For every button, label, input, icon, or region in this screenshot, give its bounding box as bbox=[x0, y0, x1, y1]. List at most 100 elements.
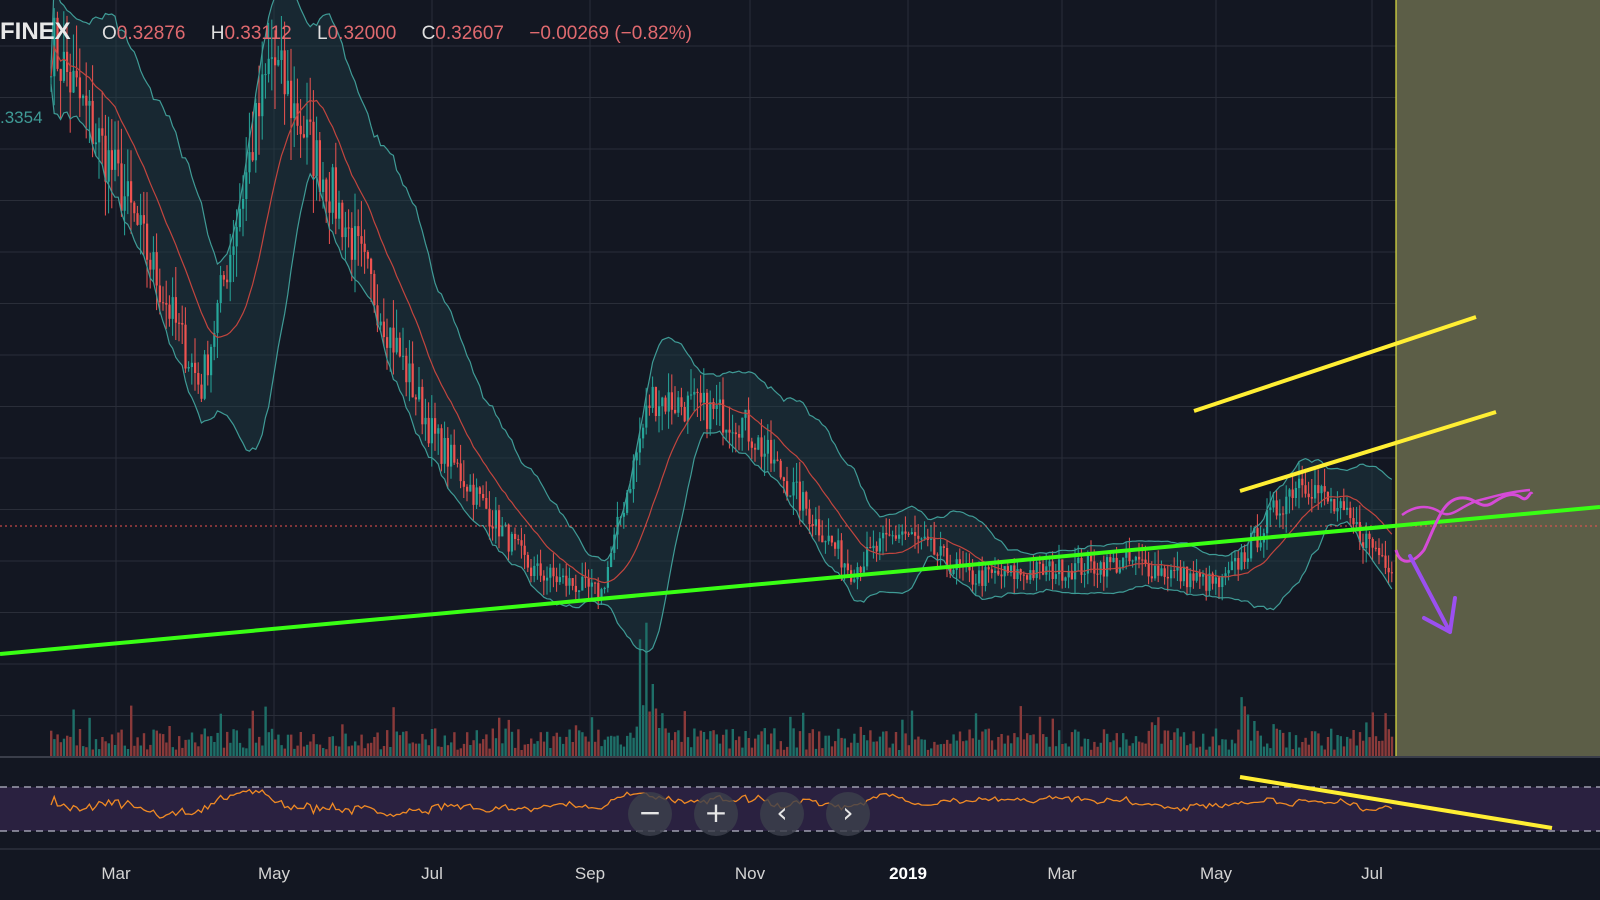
candle-body bbox=[168, 304, 171, 319]
bollinger-value-label: .3354 bbox=[0, 108, 43, 127]
candle-body bbox=[1099, 562, 1102, 575]
volume-bar bbox=[1112, 740, 1115, 756]
candle-body bbox=[696, 391, 699, 393]
volume-bar bbox=[357, 745, 360, 756]
candle-body bbox=[862, 566, 865, 573]
volume-bar bbox=[1221, 739, 1224, 756]
volume-bar bbox=[120, 729, 123, 756]
bollinger-lower bbox=[50, 84, 1393, 653]
volume-bar bbox=[709, 731, 712, 756]
volume-bar bbox=[606, 736, 610, 756]
volume-bar bbox=[322, 748, 325, 756]
volume-bar bbox=[126, 749, 130, 756]
candle-body bbox=[638, 438, 641, 453]
volume-bar bbox=[203, 728, 206, 756]
volume-bar bbox=[808, 733, 811, 756]
candle-body bbox=[270, 57, 273, 59]
candle-body bbox=[1186, 566, 1189, 588]
forecast-zone bbox=[1396, 0, 1600, 756]
candle-body bbox=[750, 441, 753, 448]
time-axis-label: Mar bbox=[1047, 864, 1077, 883]
volume-bar bbox=[1182, 732, 1186, 756]
rsi-divergence-line[interactable] bbox=[1239, 775, 1553, 830]
volume-bar bbox=[472, 740, 475, 756]
volume-bar bbox=[181, 747, 184, 756]
candle-body bbox=[1141, 559, 1144, 561]
candle-body bbox=[1195, 572, 1198, 581]
volume-bar bbox=[418, 743, 421, 756]
volume-bar bbox=[248, 728, 251, 756]
volume-bar bbox=[1304, 737, 1307, 756]
volume-bar bbox=[789, 716, 792, 756]
candle-body bbox=[456, 462, 459, 464]
volume-bar bbox=[939, 744, 942, 756]
candle-body bbox=[1042, 563, 1045, 575]
zoom-in-button[interactable]: + bbox=[694, 792, 738, 836]
volume-bar bbox=[523, 744, 526, 756]
volume-bar bbox=[856, 742, 859, 756]
low-key: L bbox=[317, 23, 328, 44]
volume-bar bbox=[517, 729, 520, 756]
volume-bar bbox=[1358, 732, 1362, 756]
volume-bar bbox=[350, 745, 354, 756]
candle-body bbox=[1298, 478, 1301, 489]
volume-bar bbox=[1061, 744, 1064, 756]
volume-bar bbox=[389, 747, 392, 756]
candle-body bbox=[318, 140, 321, 192]
candle-body bbox=[722, 399, 725, 433]
candle-body bbox=[872, 545, 875, 549]
volume-bar bbox=[1179, 736, 1182, 756]
volume-bar bbox=[293, 748, 296, 756]
volume-bar bbox=[104, 741, 107, 756]
candle-body bbox=[1070, 570, 1073, 580]
volume-bar bbox=[677, 730, 680, 756]
candle-body bbox=[1278, 513, 1281, 516]
volume-bar bbox=[574, 725, 578, 756]
candle-body bbox=[126, 181, 129, 197]
scroll-left-button[interactable]: ‹ bbox=[760, 792, 804, 836]
volume-bar bbox=[1000, 734, 1003, 756]
candle-body bbox=[165, 303, 168, 305]
candle-body bbox=[306, 119, 309, 138]
volume-bar bbox=[1310, 731, 1314, 756]
volume-bar bbox=[594, 741, 597, 756]
volume-bar bbox=[811, 729, 814, 756]
channel-upper-line[interactable] bbox=[1193, 315, 1477, 413]
candle-body bbox=[184, 324, 187, 369]
volume-bar bbox=[1266, 743, 1269, 756]
volume-bar bbox=[206, 736, 210, 756]
volume-bar bbox=[1333, 749, 1336, 756]
volume-bar bbox=[1141, 742, 1144, 756]
channel-lower-line[interactable] bbox=[1239, 410, 1497, 493]
volume-bar bbox=[347, 746, 350, 756]
zoom-out-button[interactable]: − bbox=[628, 792, 672, 836]
candle-body bbox=[104, 135, 107, 182]
candle-body bbox=[373, 273, 376, 306]
volume-bar bbox=[117, 732, 120, 756]
candle-body bbox=[798, 481, 801, 511]
candle-body bbox=[632, 460, 635, 490]
candle-body bbox=[376, 305, 379, 326]
volume-bar bbox=[213, 742, 216, 756]
candle-body bbox=[331, 167, 334, 213]
volume-bar bbox=[494, 738, 498, 756]
candle-body bbox=[728, 429, 731, 433]
volume-bar bbox=[110, 734, 114, 756]
candle-body bbox=[1224, 573, 1227, 577]
candle-body bbox=[984, 567, 987, 586]
volume-bar bbox=[1022, 739, 1026, 756]
candle-body bbox=[206, 354, 209, 376]
candle-body bbox=[1374, 547, 1377, 549]
time-axis-label: May bbox=[257, 864, 291, 883]
scroll-right-button[interactable]: › bbox=[826, 792, 870, 836]
candle-body bbox=[936, 554, 939, 556]
volume-bar bbox=[1080, 746, 1083, 756]
volume-bar bbox=[354, 741, 357, 756]
candle-body bbox=[312, 121, 315, 177]
candle-body bbox=[715, 405, 718, 409]
support-trend-line[interactable] bbox=[0, 505, 1600, 656]
candle-body bbox=[811, 524, 814, 526]
candle-body bbox=[1189, 573, 1192, 588]
candle-body bbox=[853, 579, 856, 582]
